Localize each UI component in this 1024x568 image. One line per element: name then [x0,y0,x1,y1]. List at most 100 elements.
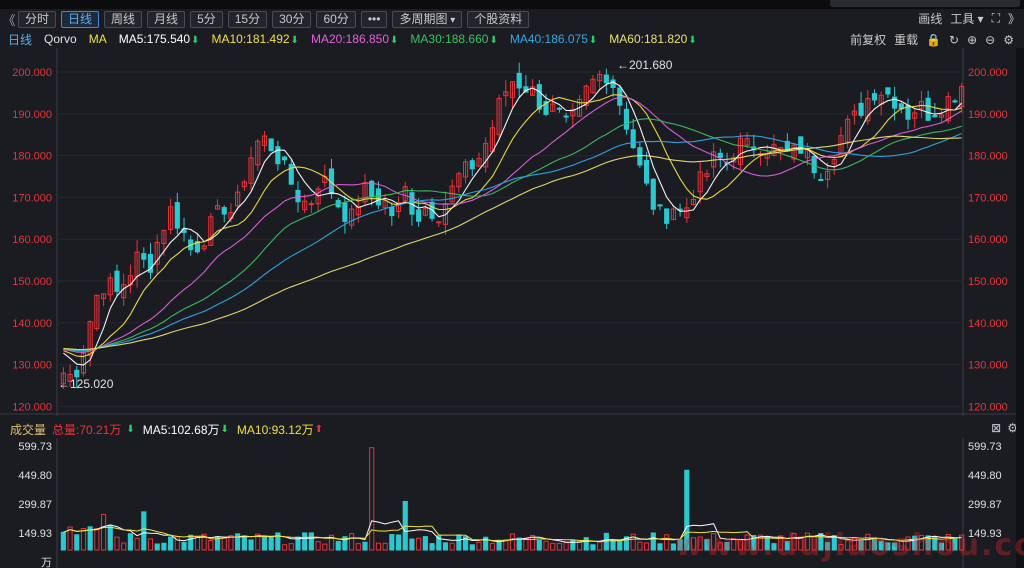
tools-dropdown[interactable]: 工具 ▾ [950,12,984,26]
candle-body [550,103,556,112]
close-panel-icon[interactable]: ⊠ [991,421,1002,435]
candle-body [382,200,388,209]
volume-bar [778,535,784,551]
volume-bar [342,536,348,551]
volume-bar [690,537,697,551]
zoom-out-icon[interactable]: ⊖ [985,32,996,47]
volume-title: 成交量 [10,422,47,437]
more-periods-button[interactable]: ••• [360,11,388,28]
volume-bar [784,540,790,551]
expand-right-icon[interactable]: 》 [1007,12,1020,26]
volume-bar [74,534,80,551]
y-tick-label-right: 180.000 [968,151,1008,163]
lock-icon[interactable]: 🔒 [926,32,942,47]
ma40-value: MA40:186.075⬇ [510,32,597,46]
reload-button[interactable]: 重载 [894,33,919,47]
down-arrow-icon: ⬇ [191,35,200,46]
volume-bar [349,533,355,551]
volume-bar [228,535,234,551]
volume-bar [804,532,811,551]
volume-bar [945,533,951,551]
tab-daily[interactable]: 日线 [61,11,100,28]
volume-tick-left: 599.73 [18,441,52,453]
volume-bar [248,539,254,551]
volume-bar [543,540,549,551]
volume-bar [643,542,650,551]
ma5-value: MA5:175.540⬇ [119,32,200,46]
tab-30min[interactable]: 30分 [272,11,312,28]
volume-bar [791,533,797,551]
volume-bar [208,539,214,551]
volume-bar [335,540,341,551]
volume-chart[interactable]: 599.73 599.73 449.80 449.80 299.87 299.87 149.… [0,438,1024,568]
window-top-strip [0,0,1024,9]
candle-body [737,137,744,165]
stock-info-button[interactable]: 个股资料 [467,11,530,28]
ma10-value: MA10:181.492⬇ [211,32,298,46]
tab-60min[interactable]: 60分 [316,11,356,28]
volume-bar [436,535,442,551]
volume-bar [382,542,388,551]
adjust-dropdown[interactable]: 前复权 [850,33,887,47]
volume-bar [168,536,174,551]
candle-body [912,112,918,119]
y-tick-label-right: 170.000 [968,192,1008,204]
candle-body [389,206,395,217]
candle-body [349,208,355,226]
down-arrow-icon: ⬇ [290,35,299,46]
candle-body [509,81,516,98]
candle-body [831,159,837,165]
volume-bar [107,525,113,551]
high-annotation: ←201.680 [617,58,673,72]
volume-bar [892,542,898,551]
volume-bar [845,540,851,551]
volume-bar [952,538,958,551]
search-box[interactable] [830,0,1020,7]
candle-body [342,202,348,222]
refresh-icon[interactable]: ↻ [949,32,960,47]
zoom-in-icon[interactable]: ⊕ [967,32,978,47]
y-tick-label-right: 140.000 [968,318,1008,330]
down-arrow-icon: ⬇ [688,35,697,46]
ma60-value: MA60:181.820⬇ [609,32,696,46]
indicator-info-bar: 日线 Qorvo MA MA5:175.540⬇ MA10:181.492⬇ M… [0,30,1024,48]
draw-line-button[interactable]: 画线 [918,12,943,26]
y-tick-label-left: 180.000 [12,151,52,163]
ma10-text: MA10:181.492 [211,32,290,46]
tab-weekly[interactable]: 周线 [104,11,143,28]
y-tick-label-left: 150.000 [12,276,52,288]
volume-bar [241,535,247,551]
volume-bar [489,542,495,551]
tab-15min[interactable]: 15分 [227,11,268,28]
candle-body [791,144,797,160]
volume-bar [905,536,911,551]
candle-body [858,102,864,116]
volume-ma-line [63,525,962,543]
fullscreen-icon[interactable]: ⛶ [991,11,1000,25]
volume-bar [711,533,717,551]
volume-info-bar: 成交量 总量:70.21万 ⬇ MA5:102.68万 ⬇ MA10:93.12… [0,420,1024,438]
volume-bar [94,528,100,551]
candle-body [697,171,703,193]
ma-indicator-label[interactable]: MA [88,32,107,46]
volume-settings-gear-icon[interactable]: ⚙ [1007,421,1018,435]
volume-ma5: MA5:102.68万 [142,422,220,437]
ma-line-ma10 [63,94,962,358]
collapse-left-icon[interactable]: 《 [2,13,16,28]
volume-bar [878,540,884,551]
candle-body [201,245,207,250]
volume-bar [650,532,656,551]
candlestick-chart[interactable]: 200.000 200.000 190.000 190.000 180.000 180.0… [0,48,1024,416]
ma-line-ma40 [63,132,962,351]
tab-monthly[interactable]: 月线 [147,11,186,28]
candle-body [657,204,663,207]
tab-intraday[interactable]: 分时 [18,11,57,28]
volume-bar [416,537,422,551]
candle-body [208,216,214,246]
candle-body [570,108,576,117]
settings-gear-icon[interactable]: ⚙ [1003,32,1014,47]
tab-5min[interactable]: 5分 [190,11,223,28]
watermark-text: www.dujiaoshou.com [675,528,1024,563]
multi-period-dropdown[interactable]: 多周期图 [392,11,463,28]
ma40-text: MA40:186.075 [509,32,588,46]
